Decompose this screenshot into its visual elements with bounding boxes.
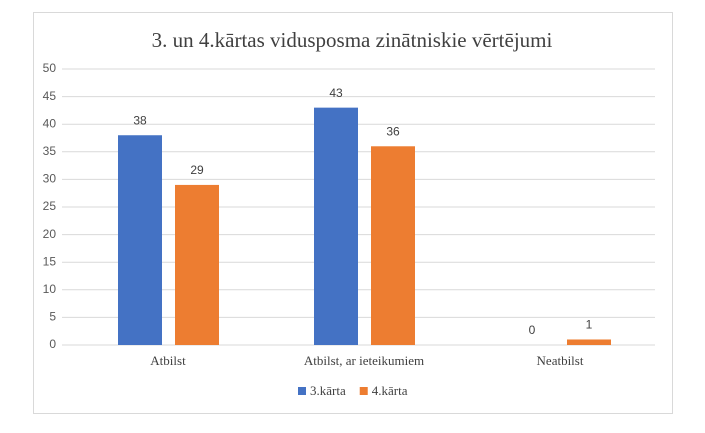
- bar: [567, 339, 611, 345]
- y-tick-label: 30: [43, 172, 57, 186]
- bar: [314, 107, 358, 345]
- y-tick-label: 40: [43, 116, 57, 130]
- data-label: 43: [329, 86, 343, 100]
- legend-swatch: [359, 387, 368, 395]
- data-label: 0: [529, 323, 536, 337]
- y-tick-label: 10: [43, 282, 57, 296]
- legend-label: 3.kārta: [310, 383, 346, 398]
- y-tick-label: 45: [43, 89, 57, 103]
- chart-title: 3. un 4.kārtas vidusposma zinātniskie vē…: [152, 28, 553, 52]
- x-tick-label: Atbilst, ar ieteikumiem: [304, 353, 424, 368]
- data-label: 29: [190, 163, 204, 177]
- data-label: 36: [386, 124, 400, 138]
- y-tick-label: 15: [43, 254, 57, 268]
- y-tick-label: 25: [43, 199, 57, 213]
- bar: [371, 146, 415, 345]
- y-tick-label: 35: [43, 144, 57, 158]
- bar: [118, 135, 162, 345]
- x-tick-label: Atbilst: [150, 353, 186, 368]
- y-tick-label: 50: [43, 61, 57, 75]
- data-label: 1: [586, 318, 593, 332]
- bar: [175, 184, 219, 345]
- y-tick-label: 5: [49, 310, 56, 324]
- y-tick-label: 20: [43, 227, 57, 241]
- data-label: 38: [133, 113, 147, 127]
- x-tick-label: Neatbilst: [537, 353, 584, 368]
- y-tick-label: 0: [49, 337, 56, 351]
- legend-swatch: [298, 387, 306, 395]
- legend-label: 4.kārta: [372, 383, 408, 398]
